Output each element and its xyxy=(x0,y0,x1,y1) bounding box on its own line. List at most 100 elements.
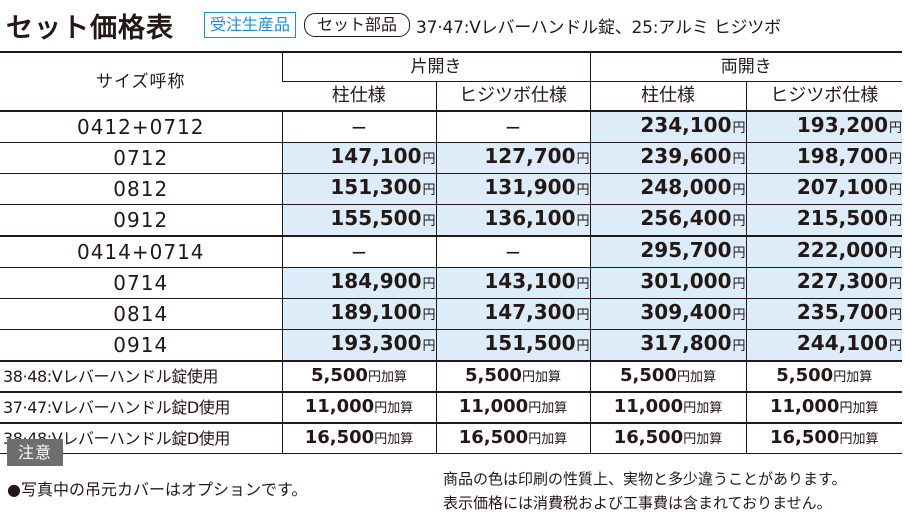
option-price-value: 5,500 xyxy=(311,364,368,386)
empty-price-cell: − xyxy=(435,236,590,268)
yen-unit: 円 xyxy=(732,121,746,136)
price-value: 215,500 xyxy=(796,206,888,230)
price-cell: 147,100円 xyxy=(281,142,436,174)
yen-unit: 円 xyxy=(888,339,902,354)
price-value: 227,300 xyxy=(796,269,888,293)
price-value: 151,500 xyxy=(484,331,576,355)
price-cell: 295,700円 xyxy=(589,236,746,268)
table-subheader-row: 柱仕様 ヒジツボ仕様 柱仕様 ヒジツボ仕様 xyxy=(0,81,902,112)
option-price-cell: 5,500円加算 xyxy=(281,361,436,393)
price-value: 207,100 xyxy=(796,175,888,199)
table-row: 0912 155,500円 136,100円 256,400円 215,500円 xyxy=(0,204,902,237)
option-price-value: 11,000 xyxy=(304,395,375,417)
price-cell: 235,700円 xyxy=(745,298,902,330)
yen-unit: 円 xyxy=(732,308,746,323)
add-suffix: 円加算 xyxy=(374,431,414,447)
option-price-value: 5,500 xyxy=(465,364,522,386)
yen-unit: 円 xyxy=(888,246,902,261)
yen-unit: 円 xyxy=(422,183,436,198)
yen-unit: 円 xyxy=(576,152,590,167)
price-cell: 256,400円 xyxy=(589,204,746,237)
price-value: 189,100 xyxy=(330,300,422,324)
notes-disclaimer: 商品の色は印刷の性質上、実物と多少違うことがあります。 表示価格には消費税および… xyxy=(443,467,847,515)
price-cell: 239,600円 xyxy=(589,142,746,174)
note-color-disclaimer: 商品の色は印刷の性質上、実物と多少違うことがあります。 xyxy=(443,470,847,488)
option-row: 38·48:Vレバーハンドル錠D使用 16,500円加算 16,500円加算 16,5… xyxy=(0,423,902,454)
price-value: 136,100 xyxy=(484,206,576,230)
option-label: 38·48:Vレバーハンドル錠使用 xyxy=(0,361,282,393)
price-cell: 317,800円 xyxy=(589,329,746,362)
option-rows: 38·48:Vレバーハンドル錠使用 5,500円加算 5,500円加算 5,500円加… xyxy=(0,361,902,454)
note-cover-option: ●写真中の吊元カバーはオプションです。 xyxy=(7,480,308,499)
add-suffix: 円加算 xyxy=(367,369,407,385)
option-price-cell: 11,000円加算 xyxy=(589,392,746,424)
option-price-cell: 11,000円加算 xyxy=(435,392,590,424)
yen-unit: 円 xyxy=(732,277,746,292)
price-cell: 234,100円 xyxy=(589,111,746,143)
option-price-cell: 11,000円加算 xyxy=(281,392,436,424)
empty-price-cell: − xyxy=(435,111,590,143)
add-suffix: 円加算 xyxy=(839,431,879,447)
option-price-cell: 16,500円加算 xyxy=(435,423,590,454)
option-price-value: 16,500 xyxy=(458,426,529,448)
single-hijitsubo-header: ヒジツボ仕様 xyxy=(435,81,590,112)
yen-unit: 円 xyxy=(888,214,902,229)
double-hijitsubo-header: ヒジツボ仕様 xyxy=(745,81,902,112)
price-cell: 184,900円 xyxy=(281,267,436,299)
price-cell: 127,700円 xyxy=(435,142,590,174)
option-label: 37·47:Vレバーハンドル錠D使用 xyxy=(0,392,282,424)
option-price-value: 16,500 xyxy=(770,426,840,448)
yen-unit: 円 xyxy=(576,277,590,292)
price-value: 147,300 xyxy=(484,300,576,324)
yen-unit: 円 xyxy=(888,152,902,167)
price-value: 193,200 xyxy=(796,113,888,137)
empty-price-cell: − xyxy=(281,111,436,143)
yen-unit: 円 xyxy=(422,277,436,292)
yen-unit: 円 xyxy=(732,339,746,354)
price-cell: 227,300円 xyxy=(745,267,902,299)
size-cell: 0912 xyxy=(0,204,282,237)
add-suffix: 円加算 xyxy=(528,431,568,447)
option-price-cell: 11,000円加算 xyxy=(745,392,902,424)
table-row: 0412+0712− −234,100円 193,200円 xyxy=(0,111,902,143)
yen-unit: 円 xyxy=(732,214,746,229)
yen-unit: 円 xyxy=(888,183,902,198)
double-pillar-header: 柱仕様 xyxy=(589,81,746,112)
table-row: 0914 193,300円 151,500円 317,800円 244,100円 xyxy=(0,329,902,362)
add-suffix: 円加算 xyxy=(683,431,723,447)
price-cell: 301,000円 xyxy=(589,267,746,299)
size-cell: 0814 xyxy=(0,298,282,330)
price-cell: 136,100円 xyxy=(435,204,590,237)
size-cell: 0412+0712 xyxy=(0,111,282,143)
option-price-value: 11,000 xyxy=(458,395,529,417)
price-cell: 193,300円 xyxy=(281,329,436,362)
table-row: 0414+0714− −295,700円 222,000円 xyxy=(0,236,902,268)
yen-unit: 円 xyxy=(576,339,590,354)
price-value: 239,600 xyxy=(640,144,732,168)
table-row: 0712 147,100円 127,700円 239,600円 198,700円 xyxy=(0,142,902,174)
option-price-cell: 5,500円加算 xyxy=(745,361,902,393)
price-cell: 309,400円 xyxy=(589,298,746,330)
price-cell: 244,100円 xyxy=(745,329,902,362)
yen-unit: 円 xyxy=(422,339,436,354)
table-row: 0714 184,900円 143,100円 301,000円 227,300円 xyxy=(0,267,902,299)
price-cell: 131,900円 xyxy=(435,173,590,205)
option-label: 38·48:Vレバーハンドル錠D使用 xyxy=(0,423,282,454)
double-door-header: 両開き xyxy=(589,51,902,82)
size-cell: 0714 xyxy=(0,267,282,299)
price-cell: 248,000円 xyxy=(589,173,746,205)
yen-unit: 円 xyxy=(422,152,436,167)
yen-unit: 円 xyxy=(576,214,590,229)
price-value: 317,800 xyxy=(640,331,732,355)
price-value: 235,700 xyxy=(796,300,888,324)
price-value: 151,300 xyxy=(330,175,422,199)
notes-label: 注意 xyxy=(7,439,63,466)
price-cell: 215,500円 xyxy=(745,204,902,237)
price-cell: 151,300円 xyxy=(281,173,436,205)
option-price-cell: 16,500円加算 xyxy=(589,423,746,454)
price-cell: 143,100円 xyxy=(435,267,590,299)
empty-price-cell: − xyxy=(281,236,436,268)
price-value: 143,100 xyxy=(484,269,576,293)
option-price-cell: 5,500円加算 xyxy=(435,361,590,393)
